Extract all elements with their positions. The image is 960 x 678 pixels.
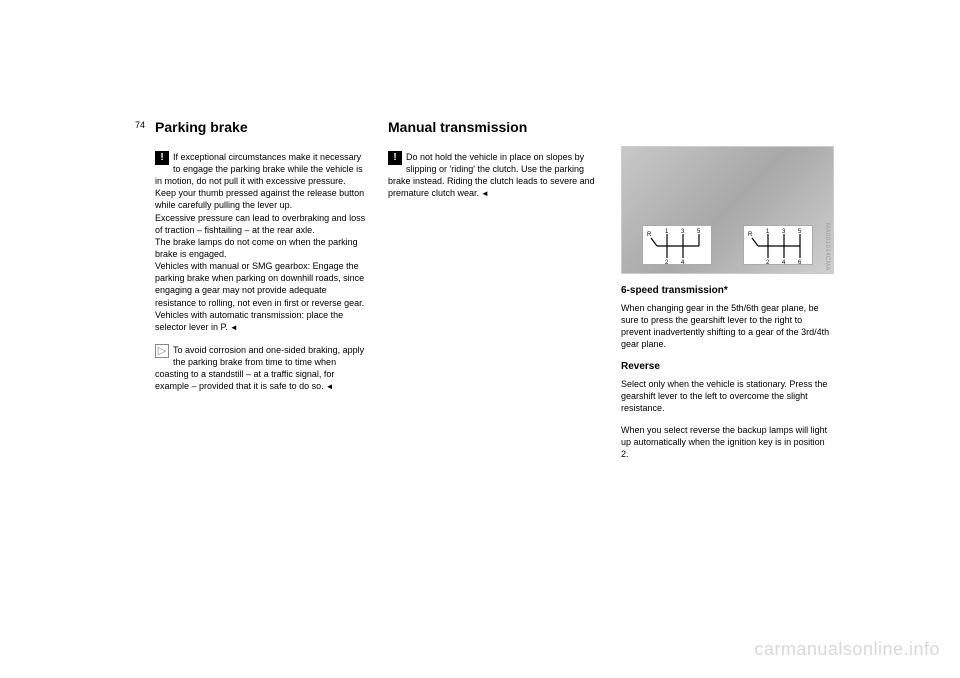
warning-icon: ! bbox=[155, 151, 169, 165]
text-6speed: When changing gear in the 5th/6th gear p… bbox=[621, 302, 834, 351]
warning-text-clutch: Do not hold the vehicle in place on slop… bbox=[388, 152, 595, 198]
gear-4: 4 bbox=[681, 260, 685, 266]
watermark: carmanualsonline.info bbox=[754, 639, 940, 660]
warning-block-clutch: ! Do not hold the vehicle in place on sl… bbox=[388, 151, 601, 200]
warning-icon: ! bbox=[388, 151, 402, 165]
text-reverse-1: Select only when the vehicle is stationa… bbox=[621, 378, 834, 414]
shift-pattern-5speed: R 1 3 5 2 4 bbox=[642, 225, 712, 265]
note-text-corrosion: To avoid corrosion and one-sided braking… bbox=[155, 345, 364, 391]
note-icon: ▷ bbox=[155, 344, 169, 358]
gear-r: R bbox=[647, 232, 652, 238]
shift-pattern-6speed: R 1 3 5 2 4 6 bbox=[743, 225, 813, 265]
page-number: 74 bbox=[135, 120, 145, 130]
warning-text-parking: If exceptional circumstances make it nec… bbox=[155, 152, 365, 332]
column-1: Parking brake ! If exceptional circumsta… bbox=[155, 118, 368, 470]
note-block-corrosion: ▷ To avoid corrosion and one-sided braki… bbox=[155, 344, 368, 393]
gearshift-image: R 1 3 5 2 4 R 1 3 bbox=[621, 146, 834, 274]
gear-3: 3 bbox=[782, 229, 786, 235]
gear-1: 1 bbox=[665, 229, 669, 235]
gear-5: 5 bbox=[798, 229, 802, 235]
column-2: Manual transmission ! Do not hold the ve… bbox=[388, 118, 601, 470]
text-reverse-2: When you select reverse the backup lamps… bbox=[621, 424, 834, 460]
image-code-label: MA001014CMA bbox=[823, 223, 831, 271]
gear-3: 3 bbox=[681, 229, 685, 235]
subheading-reverse: Reverse bbox=[621, 360, 834, 374]
gear-1: 1 bbox=[766, 229, 770, 235]
gear-2: 2 bbox=[665, 260, 669, 266]
gear-r: R bbox=[748, 232, 753, 238]
heading-manual-transmission: Manual transmission bbox=[388, 118, 601, 137]
gear-2: 2 bbox=[766, 260, 770, 266]
gear-5: 5 bbox=[697, 229, 701, 235]
manual-page: 74 Parking brake ! If exceptional circum… bbox=[155, 118, 835, 470]
column-3: R 1 3 5 2 4 R 1 3 bbox=[621, 118, 834, 470]
gear-4: 4 bbox=[782, 260, 786, 266]
heading-parking-brake: Parking brake bbox=[155, 118, 368, 137]
gear-6: 6 bbox=[798, 260, 802, 266]
warning-block-parking: ! If exceptional circumstances make it n… bbox=[155, 151, 368, 334]
subheading-6speed: 6-speed transmission* bbox=[621, 284, 834, 298]
